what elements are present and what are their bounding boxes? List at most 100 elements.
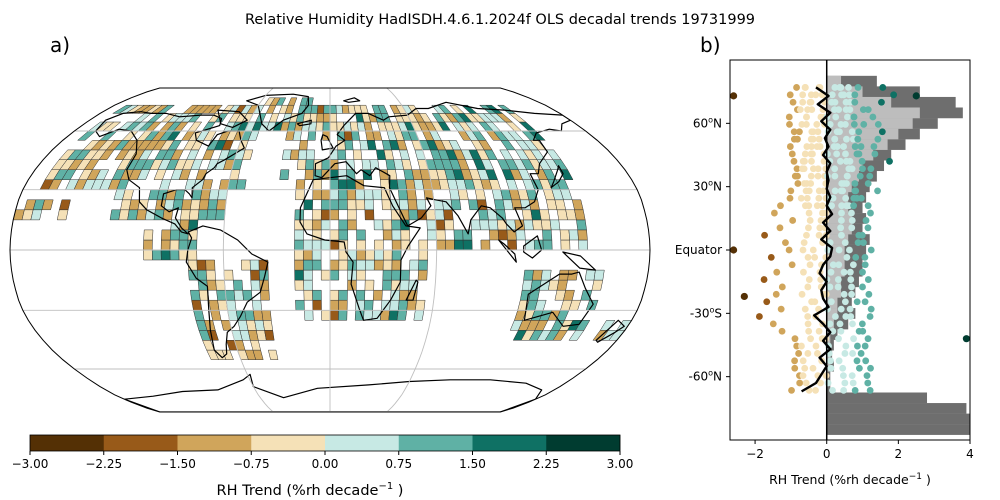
histogram-bar-all [826, 413, 970, 425]
trend-point [878, 98, 885, 106]
world-map [9, 87, 651, 413]
grid-cell [161, 229, 171, 241]
trend-point [839, 372, 847, 380]
trend-point [795, 350, 803, 357]
histogram-bar-land [826, 308, 838, 319]
trend-point [867, 165, 875, 173]
grid-cell [267, 349, 279, 360]
grid-cell [365, 259, 375, 271]
grid-cell [303, 219, 313, 231]
trend-point [802, 84, 809, 91]
trend-point [869, 113, 877, 121]
grid-cell [571, 199, 584, 211]
grid-cell [578, 239, 589, 251]
trend-point [836, 157, 844, 165]
histogram-bar-land [826, 202, 849, 214]
coastline-south-america [185, 225, 269, 359]
grid-cell [188, 209, 200, 221]
grid-cell [190, 199, 201, 211]
coastline-borneo [523, 235, 543, 259]
y-tick-label: -60oN [689, 369, 723, 384]
grid-cell [216, 199, 227, 211]
trend-point [846, 246, 853, 254]
grid-cell [249, 259, 260, 271]
trend-point [866, 313, 874, 320]
trend-point [874, 135, 882, 143]
grid-cell [163, 199, 175, 211]
grid-cell [540, 219, 552, 231]
grid-cell [558, 269, 570, 281]
trend-point [854, 342, 861, 350]
trend-point [834, 276, 842, 283]
trend-point [805, 187, 813, 195]
grid-cell [187, 249, 198, 261]
trend-point [777, 305, 785, 313]
histogram-bar-land [826, 170, 859, 182]
trend-point [838, 231, 845, 239]
grid-cell [259, 289, 270, 301]
grid-cell [147, 113, 165, 123]
trend-point [803, 231, 810, 239]
grid-cell [338, 310, 348, 321]
histogram-bar-land [826, 234, 849, 245]
grid-cell [372, 189, 383, 201]
grid-cell [396, 179, 408, 190]
grid-cell [173, 189, 186, 201]
histogram-bar-all [826, 297, 852, 309]
colorbar-tick-label: 2.25 [533, 457, 560, 471]
grid-cell [181, 199, 192, 211]
grid-cell [356, 259, 366, 271]
trend-point [804, 283, 812, 291]
histogram-bar-land [826, 265, 845, 277]
grid-cell [295, 189, 305, 201]
grid-cell [338, 199, 348, 211]
trend-point [855, 128, 863, 136]
trend-point [843, 253, 851, 261]
trend-point [789, 98, 797, 106]
trend-point [855, 364, 863, 372]
trend-point [796, 379, 804, 387]
x-tick-label: 0 [823, 447, 831, 461]
grid-cell [338, 189, 348, 201]
grid-cell [415, 299, 426, 311]
coastline-antarctica [123, 373, 543, 412]
grid-cell [435, 219, 446, 231]
trend-point [806, 217, 814, 224]
trend-point [814, 128, 822, 136]
grid-cell [160, 239, 171, 251]
grid-cell [399, 149, 411, 160]
trend-point [791, 335, 799, 343]
colorbar-tick-label: −2.25 [85, 457, 122, 471]
grid-cell [427, 229, 437, 241]
trend-point [794, 135, 801, 143]
grid-cell [307, 130, 317, 141]
grid-cell [76, 130, 97, 141]
trend-point [842, 150, 849, 158]
trend-point [760, 276, 768, 283]
coastline-uk [320, 134, 334, 151]
trend-point [846, 305, 854, 313]
grid-cell [449, 104, 465, 114]
trend-point [832, 113, 840, 121]
grid-cell [296, 159, 307, 170]
grid-cell [532, 269, 543, 281]
coastline-svalbard [343, 97, 361, 103]
grid-cell [301, 121, 310, 132]
trend-point [858, 157, 866, 165]
map-grid-cells [12, 97, 633, 360]
trend-point [861, 261, 869, 269]
grid-cell [186, 149, 200, 160]
trend-point [755, 313, 763, 320]
trend-point [769, 320, 777, 328]
grid-cell [346, 179, 356, 190]
trend-point [859, 268, 866, 276]
x-tick-label: 2 [895, 447, 903, 461]
map-graticule [10, 88, 650, 412]
trend-point [793, 165, 801, 173]
grid-cell [206, 279, 217, 291]
trend-point [840, 143, 848, 150]
grid-cell [545, 149, 562, 160]
trend-point [874, 120, 882, 128]
trend-point [843, 113, 851, 121]
grid-cell [312, 179, 322, 190]
